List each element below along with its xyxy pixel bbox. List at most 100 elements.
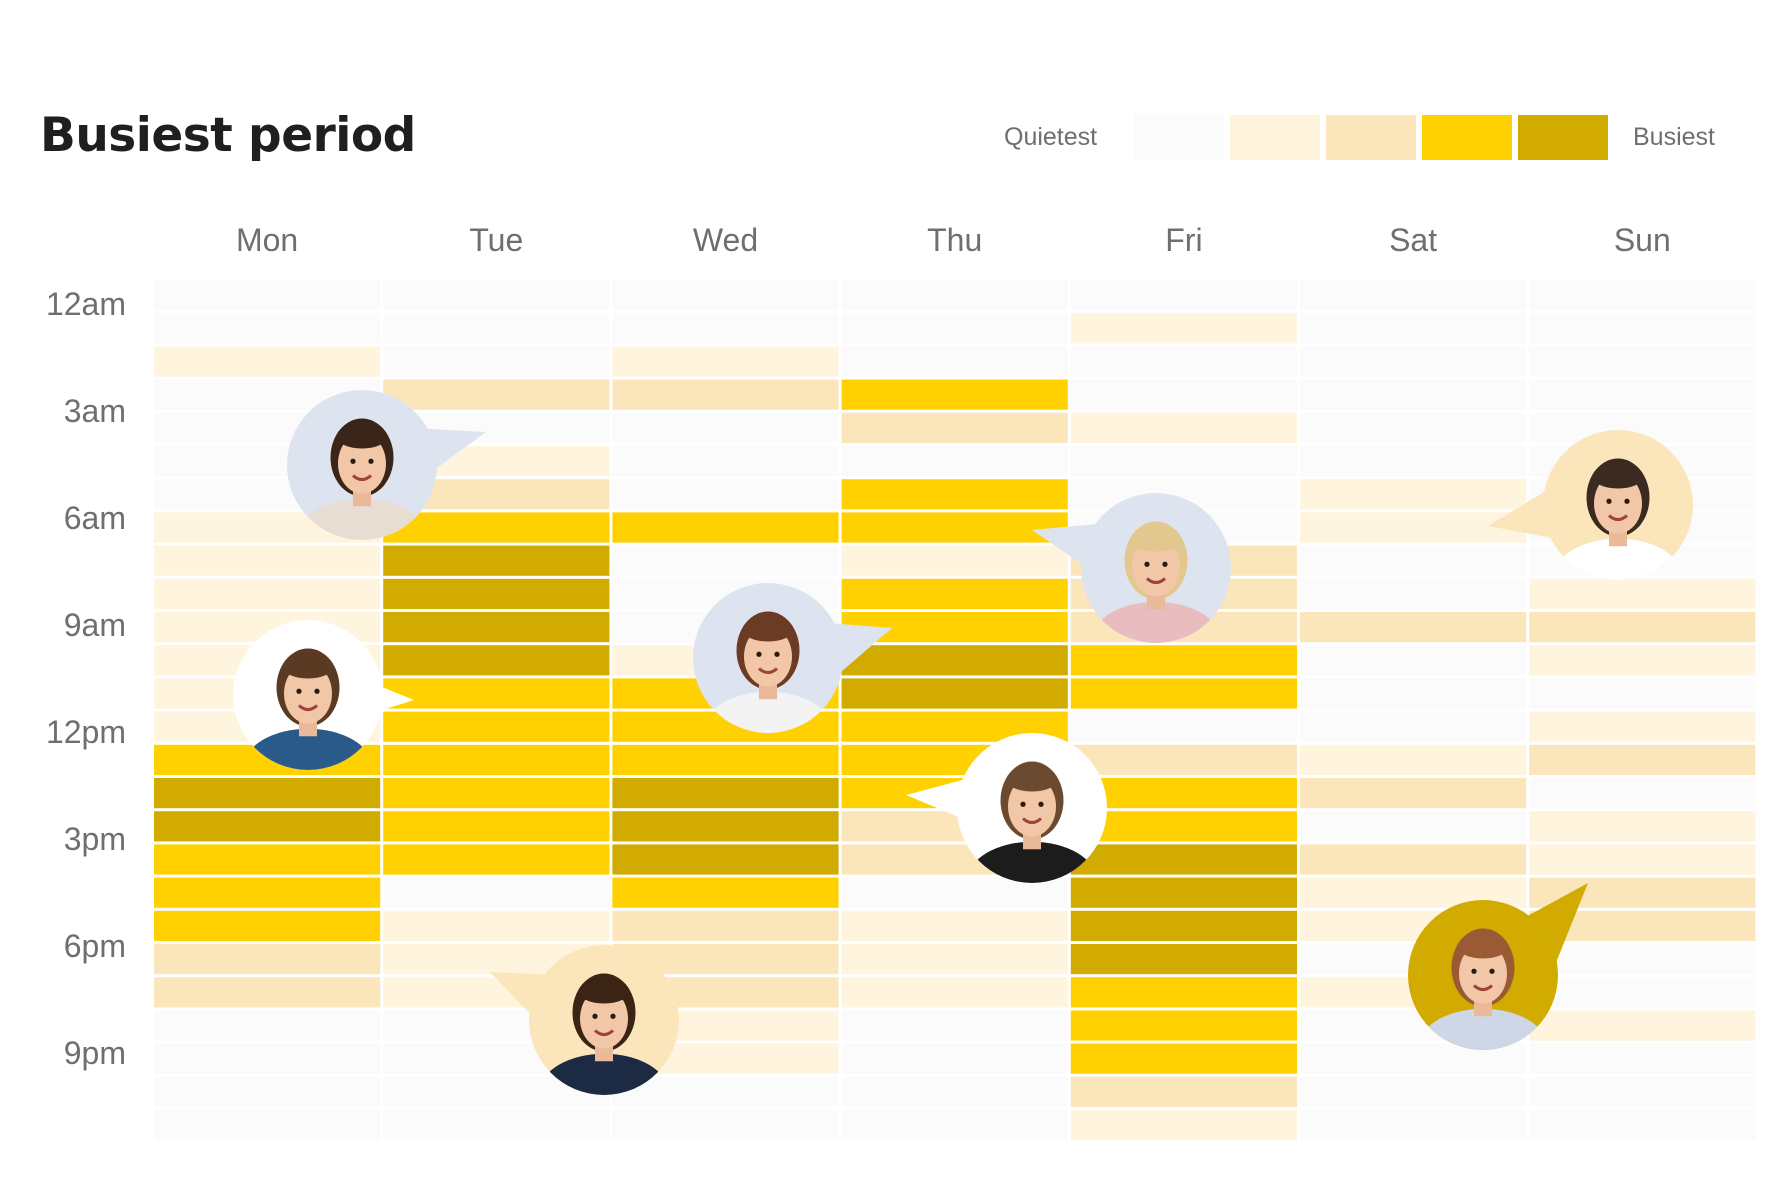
heatmap-cell-wed-14	[612, 744, 839, 775]
man-black-shirt-smile	[1021, 817, 1043, 825]
heatmap-cell-thu-24	[841, 1076, 1068, 1107]
man-thinking-smile	[297, 704, 319, 712]
man-glasses-face	[1594, 473, 1642, 534]
man-thinking-fringe	[282, 654, 334, 679]
heatmap-cell-wed-5	[612, 446, 839, 477]
man-thinking-face	[284, 663, 332, 724]
man-glasses-avatar	[1554, 458, 1682, 580]
heatmap-cell-tue-8	[383, 545, 610, 576]
man-smiling-avatar	[540, 973, 668, 1095]
legend-high-label: Busiest	[1633, 123, 1715, 151]
heatmap-cell-sat-17	[1300, 844, 1527, 875]
heatmap-cell-sat-3	[1300, 379, 1527, 410]
woman-glasses-smile	[351, 474, 373, 482]
heatmap-cell-thu-6	[841, 479, 1068, 510]
heatmap-cell-mon-9	[154, 578, 381, 609]
heatmap-cell-sat-8	[1300, 545, 1527, 576]
woman-redhead-shirt	[1419, 1008, 1547, 1050]
heatmap-cell-tue-0	[383, 280, 610, 311]
heatmap-cell-sat-2	[1300, 346, 1527, 377]
woman-blonde-fringe	[1130, 527, 1182, 552]
heatmap-cell-wed-16	[612, 811, 839, 842]
man-thinking-eye	[314, 688, 320, 694]
heatmap-cell-thu-23	[841, 1043, 1068, 1074]
heatmap-cell-sun-15	[1529, 778, 1756, 809]
heatmap-cell-mon-24	[154, 1076, 381, 1107]
woman-glasses-eye	[368, 458, 374, 464]
heatmap-cell-wed-7	[612, 512, 839, 543]
heatmap-cell-wed-17	[612, 844, 839, 875]
woman-saluting-avatar	[704, 611, 832, 733]
heatmap-cell-sat-0	[1300, 280, 1527, 311]
man-smiling-eye	[592, 1013, 598, 1019]
heatmap-cell-tue-17	[383, 844, 610, 875]
heatmap-cell-tue-10	[383, 612, 610, 643]
heatmap-cell-thu-3	[841, 379, 1068, 410]
heatmap-cell-sat-13	[1300, 711, 1527, 742]
heatmap-cell-fri-25	[1070, 1110, 1297, 1141]
man-glasses-eye	[1606, 498, 1612, 504]
heatmap-cell-fri-24	[1070, 1076, 1297, 1107]
woman-blonde-eye	[1144, 561, 1150, 567]
heatmap-cell-fri-20	[1070, 944, 1297, 975]
heatmap-cell-sat-1	[1300, 313, 1527, 344]
heatmap-cell-thu-22	[841, 1010, 1068, 1041]
heatmap-cell-thu-12	[841, 678, 1068, 709]
legend-swatch-4	[1518, 115, 1608, 160]
woman-glasses-fringe	[336, 424, 388, 449]
heatmap-cell-tue-9	[383, 578, 610, 609]
legend-swatch-2	[1326, 115, 1416, 160]
hour-label-12pm: 12pm	[45, 714, 126, 750]
heatmap-cell-fri-12	[1070, 678, 1297, 709]
legend-swatch-1	[1230, 115, 1320, 160]
heatmap-cell-sun-13	[1529, 711, 1756, 742]
heatmap-cell-fri-2	[1070, 346, 1297, 377]
heatmap-cell-fri-3	[1070, 379, 1297, 410]
legend-swatch-0	[1134, 115, 1224, 160]
heatmap-cell-thu-21	[841, 977, 1068, 1008]
woman-blonde-smile	[1145, 577, 1167, 585]
man-smiling-eye	[610, 1013, 616, 1019]
heatmap-cell-fri-11	[1070, 645, 1297, 676]
man-black-shirt-face	[1008, 776, 1056, 837]
woman-saluting-shirt	[704, 691, 832, 733]
heatmap-cell-fri-15	[1070, 778, 1297, 809]
heatmap-cell-thu-19	[841, 910, 1068, 941]
heatmap-cell-wed-25	[612, 1110, 839, 1141]
man-smiling-fringe	[578, 979, 630, 1004]
man-smiling-smile	[593, 1029, 615, 1037]
heatmap-cell-mon-25	[154, 1110, 381, 1141]
heatmap-cell-thu-9	[841, 578, 1068, 609]
heatmap-cell-fri-22	[1070, 1010, 1297, 1041]
hour-label-12am: 12am	[45, 286, 126, 322]
heatmap-cell-mon-0	[154, 280, 381, 311]
heatmap-cell-fri-1	[1070, 313, 1297, 344]
woman-redhead-eye	[1471, 968, 1477, 974]
heatmap-cell-mon-16	[154, 811, 381, 842]
woman-redhead-face	[1459, 943, 1507, 1004]
woman-glasses-face	[338, 433, 386, 494]
heatmap-cell-sat-6	[1300, 479, 1527, 510]
page-title: Busiest period	[40, 108, 416, 163]
heatmap-cell-fri-23	[1070, 1043, 1297, 1074]
heatmap-cell-mon-15	[154, 778, 381, 809]
heatmap-cell-thu-0	[841, 280, 1068, 311]
woman-redhead-eye	[1489, 968, 1495, 974]
man-black-shirt-eye	[1038, 801, 1044, 807]
heatmap-cell-sun-20	[1529, 944, 1756, 975]
hour-label-6pm: 6pm	[63, 928, 126, 964]
heatmap-cell-sun-0	[1529, 280, 1756, 311]
man-black-shirt-eye	[1020, 801, 1026, 807]
hour-label-6am: 6am	[63, 500, 126, 536]
hour-label-9pm: 9pm	[63, 1035, 126, 1071]
heatmap-cell-tue-15	[383, 778, 610, 809]
heatmap-cell-sun-9	[1529, 578, 1756, 609]
hour-label-3pm: 3pm	[63, 821, 126, 857]
